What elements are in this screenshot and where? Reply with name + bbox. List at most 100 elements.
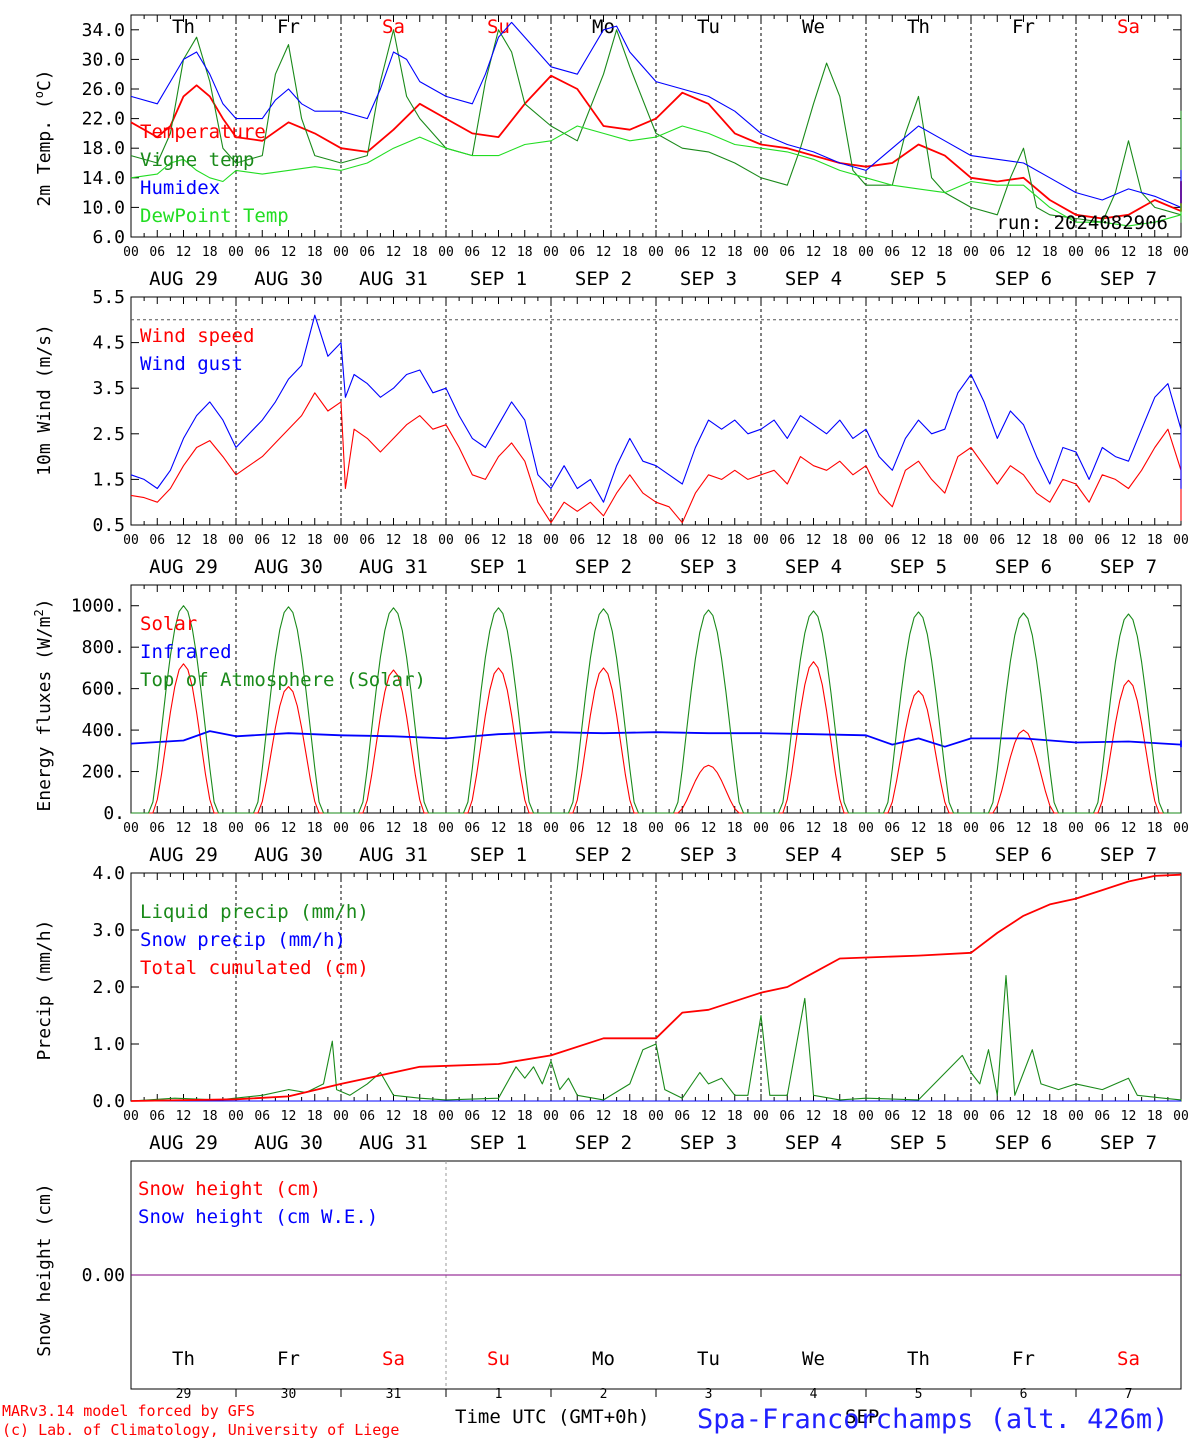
hour-tick-label: 18: [832, 245, 848, 260]
hour-tick-label: 12: [596, 245, 612, 260]
date-label: SEP 2: [575, 556, 632, 578]
hour-tick-label: 12: [386, 245, 402, 260]
hour-tick-label: 06: [569, 245, 585, 260]
hour-tick-label: 18: [727, 245, 743, 260]
hour-tick-label: 18: [622, 245, 638, 260]
date-label: SEP 1: [470, 1132, 527, 1154]
date-label: SEP 1: [470, 556, 527, 578]
y-tick-label: 0.0: [92, 1091, 125, 1112]
hour-tick-label: 18: [1147, 533, 1163, 548]
hour-tick-label: 06: [464, 821, 480, 836]
date-label: SEP 5: [890, 844, 947, 866]
hour-tick-label: 00: [1173, 245, 1189, 260]
day-number-label: 30: [281, 1387, 297, 1402]
series-line-humidex: [130, 21, 1182, 208]
hour-tick-label: 12: [596, 533, 612, 548]
y-axis-label-end: ): [34, 598, 55, 609]
hour-tick-label: 06: [149, 245, 165, 260]
hour-tick-label: 06: [359, 533, 375, 548]
date-label: SEP 3: [680, 1132, 737, 1154]
y-tick-label: 14.0: [82, 168, 125, 189]
date-label: SEP 4: [785, 1132, 842, 1154]
hour-tick-label: 06: [1094, 533, 1110, 548]
hour-tick-label: 00: [438, 821, 454, 836]
day-number-label: 2: [600, 1387, 608, 1402]
hour-tick-label: 00: [648, 821, 664, 836]
hour-tick-label: 06: [464, 245, 480, 260]
date-label: SEP 7: [1100, 556, 1157, 578]
day-of-week-label: Sa: [382, 16, 405, 38]
series-line-infrared: [130, 730, 1182, 748]
hour-tick-label: 12: [701, 245, 717, 260]
hour-tick-label: 00: [123, 245, 139, 260]
date-label: SEP 6: [995, 268, 1052, 290]
hour-tick-label: 18: [202, 821, 218, 836]
hour-tick-label: 06: [149, 821, 165, 836]
hour-tick-label: 06: [1094, 821, 1110, 836]
hour-tick-label: 18: [1042, 245, 1058, 260]
hour-tick-label: 06: [359, 245, 375, 260]
hour-tick-label: 12: [911, 821, 927, 836]
hour-tick-label: 00: [1173, 821, 1189, 836]
date-label: SEP 1: [470, 268, 527, 290]
hour-tick-label: 18: [1042, 821, 1058, 836]
day-of-week-label: Fr: [1012, 16, 1035, 38]
hour-tick-label: 12: [1121, 821, 1137, 836]
hour-tick-label: 12: [281, 821, 297, 836]
date-label: AUG 30: [254, 844, 323, 866]
hour-tick-label: 06: [674, 245, 690, 260]
hour-tick-label: 06: [569, 821, 585, 836]
hour-tick-label: 18: [202, 533, 218, 548]
day-of-week-label: Sa: [1117, 1348, 1140, 1370]
hour-tick-label: 12: [176, 245, 192, 260]
date-label: SEP 5: [890, 556, 947, 578]
y-tick-label: 600.: [82, 679, 125, 700]
date-label: SEP 1: [470, 844, 527, 866]
y-tick-label: 18.0: [82, 138, 125, 159]
hour-tick-label: 06: [569, 1109, 585, 1124]
hour-tick-label: 00: [648, 1109, 664, 1124]
day-of-week-label: Mo: [592, 16, 615, 38]
hour-tick-label: 18: [517, 821, 533, 836]
y-tick-label: 0.00: [82, 1265, 125, 1286]
hour-tick-label: 00: [753, 1109, 769, 1124]
hour-tick-label: 00: [228, 821, 244, 836]
hour-tick-label: 06: [464, 1109, 480, 1124]
hour-tick-label: 18: [517, 245, 533, 260]
hour-tick-label: 12: [386, 1109, 402, 1124]
hour-tick-label: 00: [963, 821, 979, 836]
superscript: 2: [32, 609, 46, 616]
hour-tick-label: 00: [648, 245, 664, 260]
hour-tick-label: 06: [254, 1109, 270, 1124]
hour-tick-label: 00: [228, 533, 244, 548]
hour-tick-label: 06: [989, 1109, 1005, 1124]
hour-tick-label: 06: [359, 1109, 375, 1124]
hour-tick-label: 12: [386, 821, 402, 836]
hour-tick-label: 06: [254, 821, 270, 836]
y-tick-label: 22.0: [82, 109, 125, 130]
credits-line-1: MARv3.14 model forced by GFS: [2, 1402, 255, 1420]
day-of-week-label: Mo: [592, 1348, 615, 1370]
date-label: SEP 4: [785, 844, 842, 866]
day-of-week-label: Th: [172, 16, 195, 38]
hour-tick-label: 12: [596, 821, 612, 836]
hour-tick-label: 18: [307, 533, 323, 548]
hour-tick-label: 18: [412, 533, 428, 548]
day-of-week-label: Tu: [697, 16, 720, 38]
hour-tick-label: 12: [806, 245, 822, 260]
hour-tick-label: 06: [989, 533, 1005, 548]
hour-tick-label: 06: [149, 533, 165, 548]
date-label: AUG 31: [359, 1132, 428, 1154]
hour-tick-label: 00: [963, 533, 979, 548]
hour-tick-label: 12: [701, 821, 717, 836]
series-line-dewpoint-temp: [130, 125, 1182, 227]
hour-tick-label: 00: [333, 821, 349, 836]
legend-entry: Wind gust: [140, 353, 243, 375]
hour-tick-label: 00: [333, 533, 349, 548]
day-of-week-label: Th: [172, 1348, 195, 1370]
legend-entry: Liquid precip (mm/h): [140, 901, 369, 923]
hour-tick-label: 00: [963, 245, 979, 260]
hour-tick-label: 00: [858, 533, 874, 548]
hour-tick-label: 18: [622, 1109, 638, 1124]
y-axis-label: 10m Wind (m/s): [34, 324, 55, 476]
